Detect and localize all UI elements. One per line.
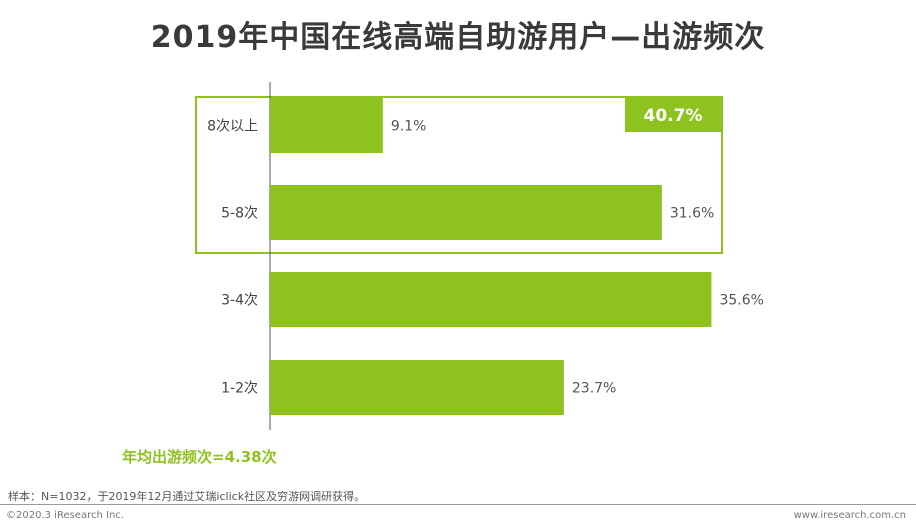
category-label: 5-8次 [221, 206, 258, 222]
bar [270, 98, 383, 153]
value-label: 9.1% [391, 119, 427, 135]
website-text: www.iresearch.com.cn [793, 510, 906, 521]
category-label: 3-4次 [221, 293, 258, 309]
value-label: 35.6% [719, 293, 763, 309]
bar [270, 185, 662, 240]
footer-divider [0, 504, 916, 505]
highlight-badge [625, 97, 722, 132]
category-label: 8次以上 [207, 119, 258, 135]
bar [270, 360, 564, 415]
sample-note: 样本：N=1032，于2019年12月通过艾瑞iclick社区及穷游网调研获得。 [8, 490, 366, 503]
value-label: 31.6% [670, 206, 714, 222]
category-label: 1-2次 [221, 381, 258, 397]
chart-title: 2019年中国在线高端自助游用户—出游频次 [150, 20, 766, 55]
copyright-text: ©2020.3 iResearch Inc. [6, 510, 124, 521]
highlight-frame [195, 96, 723, 254]
bar [270, 272, 712, 327]
average-frequency-summary: 年均出游频次=4.38次 [122, 448, 277, 466]
bar-chart: 40.7% 8次以上 9.1% 5-8次 31.6% 3-4次 35.6% 1-2次 23.7% [195, 82, 764, 430]
highlight-total-label: 40.7% [644, 106, 703, 126]
value-label: 23.7% [572, 381, 616, 397]
